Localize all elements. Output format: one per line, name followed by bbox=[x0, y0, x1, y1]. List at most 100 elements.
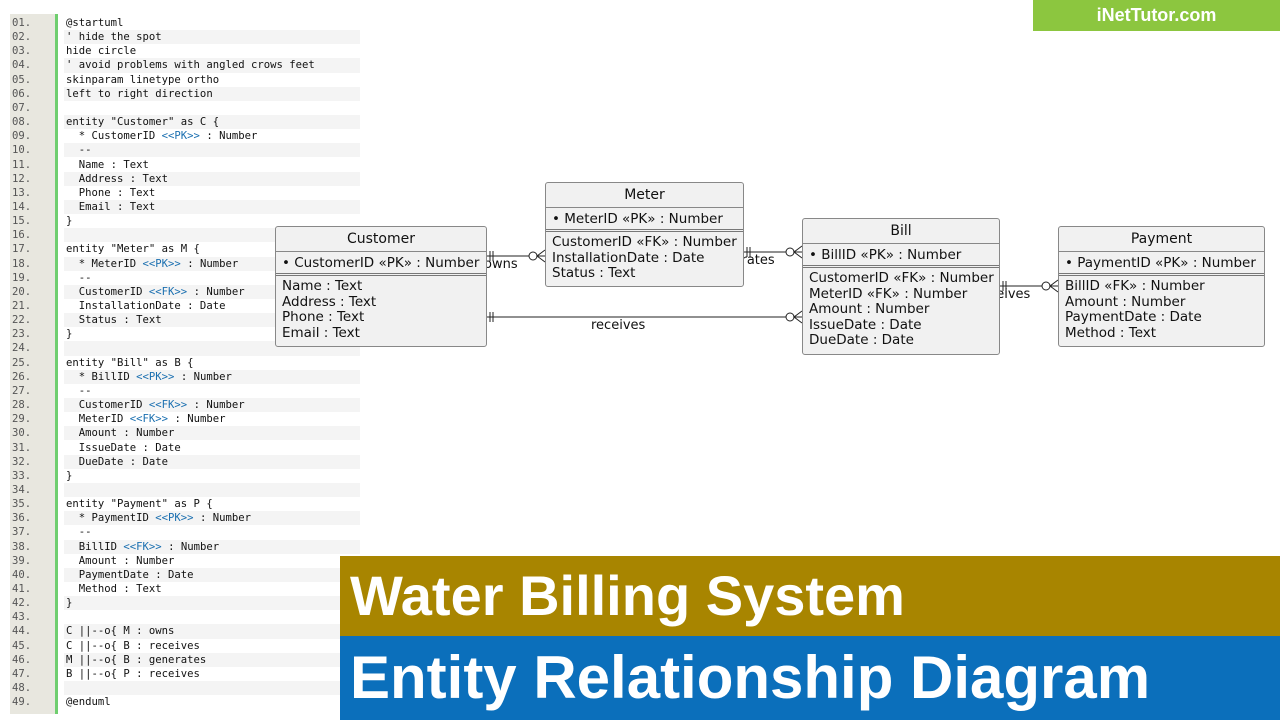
code-line: 02. ' hide the spot bbox=[0, 30, 360, 45]
primary-key: • CustomerID «PK» : Number bbox=[276, 252, 486, 276]
attribute: Amount : Number bbox=[809, 301, 930, 318]
primary-key: • BillID «PK» : Number bbox=[803, 244, 999, 268]
line-number: 14. bbox=[12, 200, 32, 213]
attribute: IssueDate : Date bbox=[809, 316, 922, 333]
code-line: 25. entity "Bill" as B { bbox=[0, 356, 360, 370]
line-number: 43. bbox=[12, 611, 32, 624]
code-line: 27. -- bbox=[0, 384, 360, 398]
line-number: 10. bbox=[12, 144, 32, 157]
line-number: 24. bbox=[12, 342, 32, 355]
code-text: IssueDate : Date bbox=[66, 441, 181, 454]
code-line: 30. Amount : Number bbox=[0, 426, 360, 441]
attribute: BillID «FK» : Number bbox=[1065, 278, 1205, 294]
code-line: 33.} bbox=[0, 469, 360, 483]
line-number: 34. bbox=[12, 483, 32, 496]
code-line: 04. ' avoid problems with angled crows fe… bbox=[0, 58, 360, 73]
line-number: 37. bbox=[12, 526, 32, 539]
code-line: 19. -- bbox=[0, 271, 360, 285]
primary-key: • PaymentID «PK» : Number bbox=[1059, 252, 1264, 276]
code-line: 41. Method : Text bbox=[0, 582, 360, 596]
code-text: hide circle bbox=[66, 45, 137, 58]
line-number: 29. bbox=[12, 413, 32, 426]
code-text: Name : Text bbox=[66, 158, 149, 171]
code-line: 12. Address : Text bbox=[0, 171, 360, 186]
attribute-list: CustomerID «FK» : Number MeterID «FK» : N… bbox=[803, 268, 999, 352]
code-text: skinparam linetype ortho bbox=[66, 73, 220, 86]
code-line: 28. CustomerID <<FK>> : Number bbox=[0, 398, 360, 413]
entity-customer[interactable]: Customer • CustomerID «PK» : Number Name :… bbox=[275, 226, 487, 347]
label-owns: owns bbox=[484, 257, 518, 272]
line-number: 48. bbox=[12, 682, 32, 695]
code-text: } bbox=[66, 328, 73, 341]
code-line: 47. B ||--o{ P : receives bbox=[0, 667, 360, 681]
line-number: 01. bbox=[12, 17, 32, 29]
attribute: Status : Text bbox=[552, 265, 636, 282]
code-text: Phone : Text bbox=[66, 186, 156, 199]
entity-title: Bill bbox=[803, 219, 999, 244]
code-line: 09. * CustomerID <<PK>> : Number bbox=[0, 129, 360, 143]
line-number: 21. bbox=[12, 300, 32, 312]
relation-bill-payment bbox=[999, 279, 1059, 293]
line-number: 35. bbox=[12, 498, 32, 511]
line-number: 46. bbox=[12, 653, 32, 666]
line-number: 25. bbox=[12, 356, 32, 369]
code-line: 37. -- bbox=[0, 525, 360, 539]
code-line: 10. -- bbox=[0, 143, 360, 158]
entity-meter[interactable]: Meter • MeterID «PK» : Number CustomerID «… bbox=[545, 182, 744, 287]
code-line: 15.} bbox=[0, 214, 360, 228]
attribute: MeterID «FK» : Number bbox=[809, 285, 968, 302]
line-number: 18. bbox=[12, 257, 32, 270]
line-number: 40. bbox=[12, 568, 32, 581]
code-text: ' hide the spot bbox=[64, 30, 360, 45]
code-line: 36. * PaymentID <<PK>> : Number bbox=[0, 511, 360, 526]
line-number: 39. bbox=[12, 554, 32, 567]
code-text: ' avoid problems with angled crows feet bbox=[64, 58, 360, 73]
code-text: -- bbox=[66, 271, 92, 284]
key-marker: <<PK>> bbox=[142, 257, 181, 270]
entity-payment[interactable]: Payment • PaymentID «PK» : Number BillID «… bbox=[1058, 226, 1265, 347]
line-number: 04. bbox=[12, 59, 32, 72]
code-text: @startuml bbox=[66, 17, 124, 29]
code-text: left to right direction bbox=[64, 86, 360, 101]
code-text: * CustomerID <<PK>> : Number bbox=[66, 130, 258, 143]
code-line: 49. @enduml bbox=[0, 695, 360, 709]
line-number: 42. bbox=[12, 597, 32, 610]
line-number: 30. bbox=[12, 427, 32, 440]
line-number: 06. bbox=[12, 87, 32, 100]
attribute-list: CustomerID «FK» : Number InstallationDate… bbox=[546, 232, 743, 285]
code-line: 26. * BillID <<PK>> : Number bbox=[0, 369, 360, 384]
code-line: 45. C ||--o{ B : receives bbox=[0, 639, 360, 653]
line-number: 09. bbox=[12, 130, 32, 143]
code-text: } bbox=[64, 596, 360, 611]
line-number: 33. bbox=[12, 469, 32, 482]
line-number: 31. bbox=[12, 441, 32, 454]
code-text: -- bbox=[64, 143, 360, 158]
entity-bill[interactable]: Bill • BillID «PK» : Number CustomerID «FK… bbox=[802, 218, 1000, 355]
entity-title: Payment bbox=[1059, 227, 1264, 252]
code-line: 43. bbox=[0, 610, 360, 624]
attribute-list: Name : Text Address : Text Phone : Text Ema… bbox=[276, 276, 486, 344]
line-number: 47. bbox=[12, 667, 32, 680]
line-number: 41. bbox=[12, 583, 32, 595]
code-line: 46. M ||--o{ B : generates bbox=[0, 652, 360, 667]
code-line: 38. BillID <<FK>> : Number bbox=[0, 539, 360, 554]
line-number: 16. bbox=[12, 229, 32, 242]
code-line: 21. InstallationDate : Date bbox=[0, 299, 360, 313]
code-line: 14. Email : Text bbox=[0, 199, 360, 215]
code-line: 23.} bbox=[0, 327, 360, 341]
attribute: DueDate : Date bbox=[809, 332, 914, 349]
line-number: 08. bbox=[12, 116, 32, 129]
code-line: 31. IssueDate : Date bbox=[0, 441, 360, 455]
code-text: Email : Text bbox=[64, 199, 360, 215]
line-number: 03. bbox=[12, 45, 32, 58]
code-text bbox=[64, 482, 360, 498]
line-number: 22. bbox=[12, 314, 32, 327]
line-number: 28. bbox=[12, 399, 32, 412]
line-number: 36. bbox=[12, 512, 32, 525]
code-line: 08. entity "Customer" as C { bbox=[0, 115, 360, 130]
code-text: Amount : Number bbox=[64, 426, 360, 441]
code-text: C ||--o{ B : receives bbox=[66, 639, 200, 652]
code-line: 40. PaymentDate : Date bbox=[0, 567, 360, 582]
line-number: 44. bbox=[12, 625, 32, 638]
